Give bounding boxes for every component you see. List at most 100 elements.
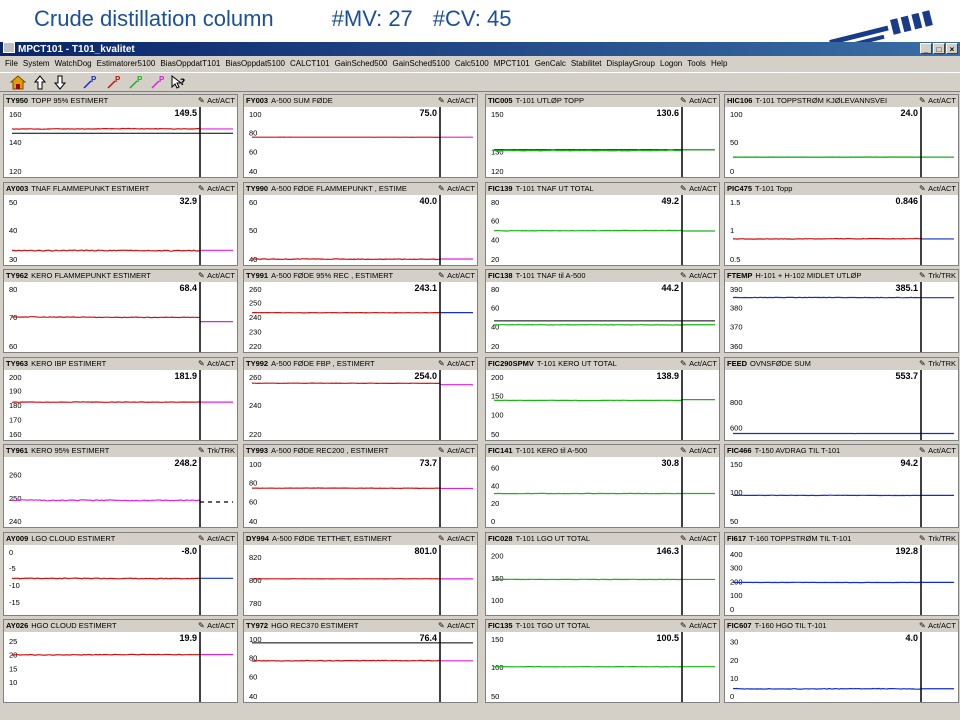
control-mode[interactable]: Act/ACT <box>687 532 717 545</box>
edit-pencil-icon[interactable]: ✎ <box>919 534 928 543</box>
trend-panel-ty993[interactable]: TY993 A-500 FØDE REC200 , ESTIMERT ✎ Act/AC… <box>243 444 478 528</box>
control-mode[interactable]: Act/ACT <box>687 270 717 282</box>
trend-panel-fic139[interactable]: FIC139 T-101 TNAF UT TOTAL ✎ Act/ACT 80 60 40 2… <box>485 181 720 266</box>
trend-panel-ty962[interactable]: TY962 KERO FLAMMEPUNKT ESTIMERT ✎ Act/ACT 80… <box>3 269 238 353</box>
minimize-icon[interactable]: _ <box>920 43 932 54</box>
edit-pencil-icon[interactable]: ✎ <box>680 534 689 543</box>
menu-item-watchdog[interactable]: WatchDog <box>54 59 92 68</box>
trend-p-green-icon[interactable]: P <box>128 75 144 90</box>
help-cursor-icon[interactable]: ? <box>170 74 186 90</box>
menu-item-logon[interactable]: Logon <box>660 59 683 68</box>
edit-pencil-icon[interactable]: ✎ <box>198 272 207 280</box>
menu-item-help[interactable]: Help <box>710 59 728 68</box>
menu-item-gencalc[interactable]: GenCalc <box>534 59 566 68</box>
trend-panel-ty990[interactable]: TY990 A-500 FØDE FLAMMEPUNKT , ESTIME ✎ Act… <box>243 181 478 266</box>
control-mode[interactable]: Act/ACT <box>687 182 717 195</box>
menu-item-calct101[interactable]: CALCT101 <box>289 59 330 68</box>
trend-panel-fic290spmv[interactable]: FIC290SPMV T-101 KERO UT TOTAL ✎ Act/ACT 200… <box>485 356 720 441</box>
control-mode[interactable]: Act/ACT <box>445 532 475 545</box>
control-mode[interactable]: Act/ACT <box>445 95 475 107</box>
edit-pencil-icon[interactable]: ✎ <box>919 447 928 455</box>
trend-panel-ty991[interactable]: TY991 A-500 FØDE 95% REC , ESTIMERT ✎ Act/A… <box>243 269 478 353</box>
maximize-icon[interactable]: □ <box>933 43 945 54</box>
edit-pencil-icon[interactable]: ✎ <box>198 359 207 368</box>
edit-pencil-icon[interactable]: ✎ <box>438 272 447 280</box>
control-mode[interactable]: Act/ACT <box>205 532 235 545</box>
trend-panel-fic466[interactable]: FIC466 T-150 AVDRAG TIL T-101 ✎ Act/ACT 150 1… <box>724 444 959 528</box>
control-mode[interactable]: Act/ACT <box>687 445 717 457</box>
trend-panel-ty992[interactable]: TY992 A-500 FØDE FBP , ESTIMERT ✎ Act/ACT 26… <box>243 356 478 441</box>
menu-item-biasoppdat5100[interactable]: BiasOppdat5100 <box>225 59 285 68</box>
edit-pencil-icon[interactable]: ✎ <box>919 272 928 280</box>
control-mode[interactable]: Act/ACT <box>926 182 956 195</box>
control-mode[interactable]: Act/ACT <box>205 182 235 195</box>
control-mode[interactable]: Trk/TRK <box>926 532 956 545</box>
menu-item-estimatorer5100[interactable]: Estimatorer5100 <box>96 59 156 68</box>
edit-pencil-icon[interactable]: ✎ <box>680 359 689 368</box>
menu-item-file[interactable]: File <box>5 59 18 68</box>
control-mode[interactable]: Act/ACT <box>445 270 475 282</box>
trend-panel-ty963[interactable]: TY963 KERO IBP ESTIMERT ✎ Act/ACT 200 190 180 1… <box>3 356 238 441</box>
control-mode[interactable]: Act/ACT <box>205 270 235 282</box>
edit-pencil-icon[interactable]: ✎ <box>198 184 207 193</box>
edit-pencil-icon[interactable]: ✎ <box>438 359 447 368</box>
trend-panel-fi617[interactable]: FI617 T-160 TOPPSTRØM TIL T-101 ✎ Trk/TRK 40… <box>724 531 959 616</box>
menu-item-displaygroup[interactable]: DisplayGroup <box>606 59 655 68</box>
trend-panel-ty972[interactable]: TY972 HGO REC370 ESTIMERT ✎ Act/ACT 100 80 60 4… <box>243 619 478 703</box>
trend-p-red-icon[interactable]: P <box>106 75 122 90</box>
control-mode[interactable]: Act/ACT <box>445 182 475 195</box>
control-mode[interactable]: Act/ACT <box>205 357 235 370</box>
menu-item-tools[interactable]: Tools <box>687 59 706 68</box>
home-icon[interactable] <box>9 75 27 90</box>
edit-pencil-icon[interactable]: ✎ <box>438 97 447 105</box>
edit-pencil-icon[interactable]: ✎ <box>919 359 928 368</box>
edit-pencil-icon[interactable]: ✎ <box>919 184 928 193</box>
menu-item-stabilitet[interactable]: Stabilitet <box>570 59 602 68</box>
close-icon[interactable]: × <box>946 43 958 54</box>
control-mode[interactable]: Act/ACT <box>687 620 717 632</box>
edit-pencil-icon[interactable]: ✎ <box>198 622 207 630</box>
control-mode[interactable]: Act/ACT <box>445 445 475 457</box>
edit-pencil-icon[interactable]: ✎ <box>438 622 447 630</box>
edit-pencil-icon[interactable]: ✎ <box>198 534 207 543</box>
edit-pencil-icon[interactable]: ✎ <box>198 447 207 455</box>
control-mode[interactable]: Trk/TRK <box>926 357 956 370</box>
control-mode[interactable]: Act/ACT <box>687 357 717 370</box>
trend-panel-fic607[interactable]: FIC607 T-160 HGO TIL T-101 ✎ Act/ACT 30 20 10 0… <box>724 619 959 703</box>
control-mode[interactable]: Act/ACT <box>205 620 235 632</box>
control-mode[interactable]: Act/ACT <box>926 95 956 107</box>
trend-p-magenta-icon[interactable]: P <box>150 75 166 90</box>
edit-pencil-icon[interactable]: ✎ <box>919 97 928 105</box>
control-mode[interactable]: Act/ACT <box>926 620 956 632</box>
edit-pencil-icon[interactable]: ✎ <box>919 622 928 630</box>
edit-pencil-icon[interactable]: ✎ <box>438 534 447 543</box>
trend-panel-tic005[interactable]: TIC005 T-101 UTLØP TOPP ✎ Act/ACT 150 130 120 1… <box>485 94 720 178</box>
control-mode[interactable]: Act/ACT <box>445 357 475 370</box>
menu-item-gainsched5100[interactable]: GainSched5100 <box>392 59 450 68</box>
up-arrow-icon[interactable] <box>32 75 48 90</box>
menu-item-gainsched500[interactable]: GainSched500 <box>334 59 388 68</box>
window-titlebar[interactable]: MPCT101 - T101_kvalitet _ □ × <box>0 42 960 56</box>
trend-panel-dy994[interactable]: DY994 A-500 FØDE TETTHET, ESTIMERT ✎ Act/AC… <box>243 531 478 616</box>
edit-pencil-icon[interactable]: ✎ <box>680 272 689 280</box>
trend-panel-fic135[interactable]: FIC135 T-101 TGO UT TOTAL ✎ Act/ACT 150 100 50… <box>485 619 720 703</box>
edit-pencil-icon[interactable]: ✎ <box>680 97 689 105</box>
trend-panel-ay009[interactable]: AY009 LGO CLOUD ESTIMERT ✎ Act/ACT 0 -5 -10 -15… <box>3 531 238 616</box>
trend-panel-fic028[interactable]: FIC028 T-101 LGO UT TOTAL ✎ Act/ACT 200 150 10… <box>485 531 720 616</box>
menu-item-biasoppdatt101[interactable]: BiasOppdatT101 <box>160 59 221 68</box>
edit-pencil-icon[interactable]: ✎ <box>680 184 689 193</box>
trend-panel-fic141[interactable]: FIC141 T-101 KERO til A-500 ✎ Act/ACT 60 40 20… <box>485 444 720 528</box>
control-mode[interactable]: Act/ACT <box>926 445 956 457</box>
control-mode[interactable]: Act/ACT <box>687 95 717 107</box>
trend-panel-ay026[interactable]: AY026 HGO CLOUD ESTIMERT ✎ Act/ACT 25 20 15 10 1… <box>3 619 238 703</box>
trend-panel-fy003[interactable]: FY003 A-500 SUM FØDE ✎ Act/ACT 100 80 60 40 75.0 <box>243 94 478 178</box>
control-mode[interactable]: Trk/TRK <box>926 270 956 282</box>
edit-pencil-icon[interactable]: ✎ <box>680 622 689 630</box>
menu-item-mpct101[interactable]: MPCT101 <box>493 59 530 68</box>
control-mode[interactable]: Trk/TRK <box>205 445 235 457</box>
edit-pencil-icon[interactable]: ✎ <box>438 447 447 455</box>
menu-item-system[interactable]: System <box>22 59 50 68</box>
menu-item-calc5100[interactable]: Calc5100 <box>454 59 489 68</box>
trend-panel-fic138[interactable]: FIC138 T-101 TNAF til A-500 ✎ Act/ACT 80 60 40… <box>485 269 720 353</box>
control-mode[interactable]: Act/ACT <box>445 620 475 632</box>
